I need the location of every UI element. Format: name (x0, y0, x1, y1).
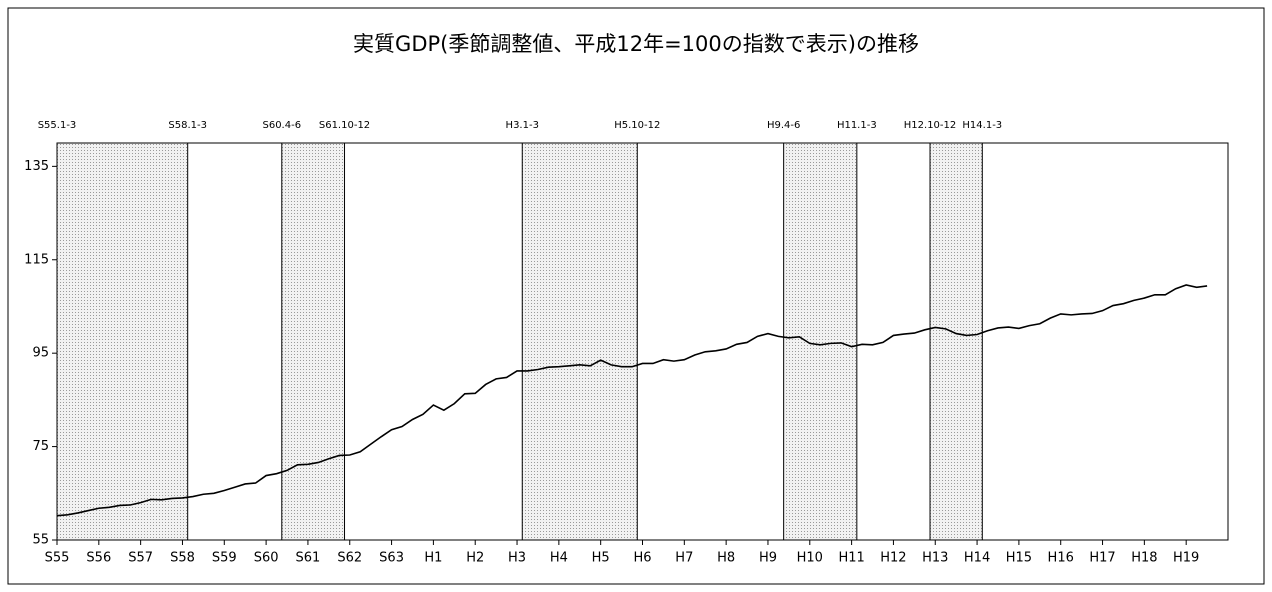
x-tick-label: H14 (964, 551, 990, 566)
x-tick-label: S59 (212, 551, 237, 566)
x-tick-label: H10 (797, 551, 823, 566)
x-tick-label: H15 (1006, 551, 1032, 566)
recession-band (930, 143, 983, 540)
y-tick-label: 135 (24, 159, 49, 174)
x-tick-label: H5 (592, 551, 610, 566)
y-tick-label: 95 (32, 346, 49, 361)
x-tick-label: H17 (1089, 551, 1115, 566)
x-tick-label: H7 (675, 551, 693, 566)
x-tick-label: S61 (296, 551, 321, 566)
x-tick-label: H4 (550, 551, 568, 566)
gdp-line (56, 284, 1208, 517)
x-tick-label: H18 (1131, 551, 1157, 566)
chart-title: 実質GDP(季節調整値、平成12年=100の指数で表示)の推移 (353, 32, 919, 56)
x-tick-label: S55 (45, 551, 70, 566)
recession-band (281, 143, 345, 540)
x-tick-label: H3 (508, 551, 526, 566)
x-tick-label: H9 (759, 551, 777, 566)
recession-band (783, 143, 857, 540)
band-label: H11.1-3 (837, 120, 877, 131)
y-tick-label: 115 (24, 252, 49, 267)
x-tick-label: S57 (128, 551, 153, 566)
x-tick-label: H19 (1173, 551, 1199, 566)
x-tick-label: H6 (633, 551, 651, 566)
y-tick-label: 55 (32, 533, 49, 548)
x-tick-label: H1 (424, 551, 442, 566)
x-tick-label: S58 (170, 551, 195, 566)
x-tick-label: H13 (922, 551, 948, 566)
band-label: H14.1-3 (962, 120, 1002, 131)
x-tick-label: S63 (379, 551, 404, 566)
x-tick-label: H11 (838, 551, 864, 566)
band-label: H5.10-12 (614, 120, 660, 131)
band-label: S55.1-3 (38, 120, 77, 131)
band-label: H3.1-3 (506, 120, 539, 131)
x-tick-label: H12 (880, 551, 906, 566)
band-label: S61.10-12 (319, 120, 370, 131)
x-tick-label: H8 (717, 551, 735, 566)
x-tick-label: H2 (466, 551, 484, 566)
y-tick-label: 75 (32, 439, 49, 454)
band-label: H12.10-12 (904, 120, 956, 131)
x-tick-label: H16 (1048, 551, 1074, 566)
x-tick-label: S60 (254, 551, 279, 566)
recession-band (522, 143, 638, 540)
band-label: S58.1-3 (168, 120, 207, 131)
recession-band (57, 143, 188, 540)
band-label: H9.4-6 (767, 120, 800, 131)
x-tick-label: S56 (86, 551, 111, 566)
band-label: S60.4-6 (262, 120, 301, 131)
x-tick-label: S62 (337, 551, 362, 566)
